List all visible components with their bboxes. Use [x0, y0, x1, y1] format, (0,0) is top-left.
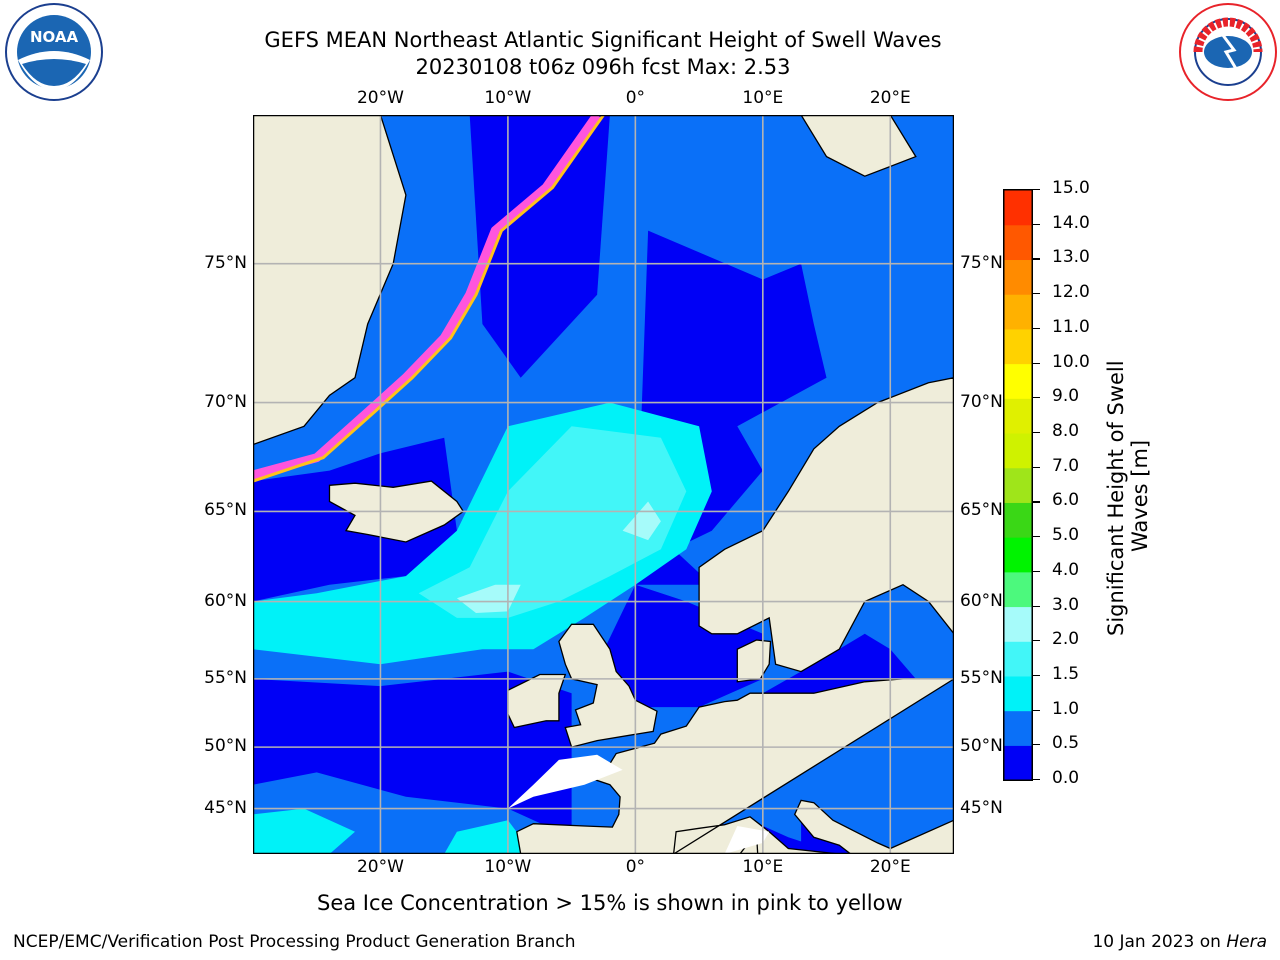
colorbar-tick-label: 1.5: [1052, 663, 1080, 684]
colorbar-tick-mark: [1033, 293, 1040, 295]
colorbar-segment: [1004, 259, 1032, 295]
colorbar-tick-mark: [1033, 570, 1040, 572]
lat-label-right: 65°N: [960, 500, 1003, 521]
colorbar-tick-label: 8.0: [1052, 420, 1080, 441]
colorbar-tick-label: 2.0: [1052, 629, 1080, 650]
colorbar-segment: [1004, 502, 1032, 538]
colorbar-segment: [1004, 467, 1032, 503]
colorbar-segment: [1004, 398, 1032, 434]
lat-label-right: 55°N: [960, 667, 1003, 688]
footer-date: 10 Jan 2023 on: [1092, 932, 1227, 952]
map-panel: [253, 115, 954, 854]
colorbar-segment: [1004, 363, 1032, 399]
colorbar-tick-label: 5.0: [1052, 525, 1080, 546]
chart-subtitle: 20230108 t06z 096h fcst Max: 2.53: [415, 55, 791, 79]
lat-label-left: 60°N: [204, 590, 247, 611]
graticule: [253, 115, 954, 854]
lat-label-right: 45°N: [960, 797, 1003, 818]
colorbar-tick-mark: [1033, 501, 1040, 503]
colorbar-tick-mark: [1033, 189, 1040, 191]
colorbar-segment: [1004, 606, 1032, 642]
lon-label-top: 10°E: [742, 88, 784, 108]
colorbar-tick-mark: [1033, 605, 1040, 607]
colorbar-tick-mark: [1033, 431, 1040, 434]
colorbar-tick-mark: [1033, 466, 1040, 468]
footer-host: Hera: [1226, 932, 1267, 952]
colorbar-tick-mark: [1033, 362, 1040, 364]
lon-label-top: 10°W: [484, 88, 532, 108]
colorbar-segment: [1004, 710, 1032, 746]
colorbar-tick-mark: [1033, 258, 1040, 260]
colorbar-tick-mark: [1033, 709, 1040, 711]
colorbar-label-line2: Waves [m]: [1128, 439, 1152, 552]
lat-label-right: 70°N: [960, 391, 1003, 412]
colorbar-tick-mark: [1033, 223, 1040, 225]
colorbar-tick-mark: [1033, 779, 1040, 781]
colorbar-tick-label: 12.0: [1052, 282, 1090, 303]
lat-label-right: 75°N: [960, 252, 1003, 273]
lon-label-top: 0°: [625, 88, 646, 108]
chart-title: GEFS MEAN Northeast Atlantic Significant…: [264, 28, 942, 52]
land-0: [253, 115, 407, 446]
lat-label-left: 55°N: [204, 667, 247, 688]
footer-right: 10 Jan 2023 on Hera: [1092, 932, 1267, 952]
colorbar-tick-label: 7.0: [1052, 455, 1080, 476]
colorbar-tick-mark: [1033, 397, 1040, 399]
lat-label-left: 75°N: [204, 252, 247, 273]
lat-label-left: 45°N: [204, 797, 247, 818]
colorbar-tick-label: 4.0: [1052, 559, 1080, 580]
lon-label-top: 20°W: [356, 88, 404, 108]
colorbar-label-line1: Significant Height of Swell: [1104, 360, 1128, 636]
noaa-logo-icon: NOAA: [4, 2, 104, 102]
lat-label-right: 60°N: [960, 590, 1003, 611]
colorbar-tick-mark: [1033, 536, 1040, 538]
lon-label-bottom: 10°E: [742, 857, 784, 877]
colorbar-segment: [1004, 224, 1032, 261]
colorbar-segment: [1004, 745, 1032, 781]
colorbar-segment: [1004, 675, 1032, 712]
svg-text:NOAA: NOAA: [30, 28, 79, 46]
colorbar-tick-mark: [1033, 327, 1040, 329]
colorbar-tick-label: 15.0: [1052, 178, 1090, 198]
colorbar: [1003, 189, 1033, 781]
lat-label-left: 65°N: [204, 500, 247, 521]
colorbar-tick-label: 6.0: [1052, 490, 1080, 511]
sea-ice-note: Sea Ice Concentration > 15% is shown in …: [317, 891, 903, 915]
colorbar-tick-mark: [1033, 640, 1040, 642]
colorbar-tick-label: 3.0: [1052, 594, 1080, 615]
lon-label-bottom: 20°W: [356, 857, 404, 877]
colorbar-tick-label: 11.0: [1052, 316, 1090, 337]
colorbar-tick-label: 0.0: [1052, 768, 1080, 788]
colorbar-segment: [1004, 571, 1032, 608]
lon-label-top: 20°E: [869, 88, 911, 108]
colorbar-segment: [1004, 537, 1032, 573]
colorbar-segment: [1004, 641, 1032, 677]
colorbar-tick-label: 9.0: [1052, 386, 1080, 407]
colorbar-segment: [1004, 328, 1032, 365]
lat-label-left: 70°N: [204, 391, 247, 412]
colorbar-segment: [1004, 190, 1032, 226]
land-5: [558, 623, 658, 748]
colorbar-tick-label: 13.0: [1052, 247, 1090, 268]
colorbar-tick-label: 10.0: [1052, 351, 1090, 372]
colorbar-segment: [1004, 432, 1032, 469]
colorbar-tick-label: 14.0: [1052, 212, 1090, 233]
colorbar-label: Significant Height of Swell Waves [m]: [1104, 360, 1152, 636]
colorbar-tick-label: 1.0: [1052, 698, 1080, 719]
colorbar-segment: [1004, 294, 1032, 330]
map-frame: [253, 115, 954, 854]
lon-label-bottom: 20°E: [869, 857, 911, 877]
land-4: [516, 678, 954, 854]
lat-label-left: 50°N: [204, 736, 247, 757]
colorbar-tick-mark: [1033, 674, 1040, 677]
lon-label-bottom: 0°: [625, 857, 646, 877]
footer-left: NCEP/EMC/Verification Post Processing Pr…: [13, 932, 576, 952]
colorbar-tick-label: 0.5: [1052, 733, 1080, 754]
colorbar-tick-mark: [1033, 744, 1040, 746]
sea-ice: [253, 115, 605, 483]
lat-label-right: 50°N: [960, 736, 1003, 757]
lon-label-bottom: 10°W: [484, 857, 532, 877]
nws-logo-icon: [1178, 2, 1278, 102]
